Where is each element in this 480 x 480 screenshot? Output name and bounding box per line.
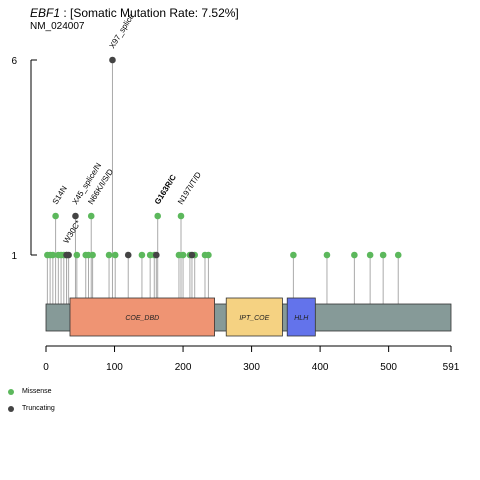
missense-dot xyxy=(351,251,358,259)
mutation-label: N197I/T/D xyxy=(176,170,203,206)
domain-ipt-coe xyxy=(225,297,283,337)
title-rate: : [Somatic Mutation Rate: 7.52%] xyxy=(60,6,239,20)
domain-label: HLH xyxy=(294,315,309,322)
missense-dot xyxy=(290,251,297,259)
domain-label: IPT_COE xyxy=(239,315,269,322)
y-tick-label: 1 xyxy=(11,251,17,262)
missense-dot xyxy=(138,251,146,259)
domain-coe-dbd xyxy=(69,297,215,337)
x-tick-label: 200 xyxy=(175,362,192,373)
missense-dot xyxy=(154,212,162,220)
missense-dot xyxy=(49,251,57,259)
x-tick-label: 300 xyxy=(243,362,260,373)
mutation-label: S14N xyxy=(51,184,69,206)
x-tick-label: 591 xyxy=(443,362,460,373)
truncating-dot xyxy=(72,212,79,220)
missense-dot xyxy=(87,212,95,220)
missense-dot xyxy=(8,388,14,395)
legend-item-missense: Missense xyxy=(8,383,55,400)
domain-hlh xyxy=(286,297,316,337)
domain-label: COE_DBD xyxy=(125,315,159,322)
missense-dot xyxy=(179,251,187,259)
truncating-dot xyxy=(188,251,196,259)
missense-dot xyxy=(205,251,212,259)
missense-dot xyxy=(111,251,119,259)
x-tick-label: 100 xyxy=(106,362,123,373)
missense-dot xyxy=(366,251,374,259)
missense-dot xyxy=(394,251,402,259)
truncating-dot xyxy=(124,251,132,259)
transcript-id: NM_024007 xyxy=(30,21,85,32)
x-tick-label: 500 xyxy=(380,362,397,373)
y-tick-label: 6 xyxy=(11,56,17,67)
gene-name: EBF1 xyxy=(30,6,61,20)
x-tick-label: 400 xyxy=(312,362,329,373)
missense-dot xyxy=(52,212,59,220)
truncating-dot xyxy=(8,405,14,412)
missense-dot xyxy=(379,251,387,259)
truncating-dot xyxy=(109,56,116,64)
mutation-label: X97_splice xyxy=(108,12,137,50)
missense-dot xyxy=(323,251,331,259)
truncating-dot xyxy=(65,251,72,259)
missense-dot xyxy=(105,251,113,259)
missense-dot xyxy=(73,251,81,259)
missense-dot xyxy=(177,212,185,220)
legend-label-missense: Missense xyxy=(22,388,52,395)
legend-label-truncating: Truncating xyxy=(22,405,55,412)
x-tick-label: 0 xyxy=(43,362,49,373)
chart-title: EBF1 : [Somatic Mutation Rate: 7.52%] xyxy=(30,6,239,20)
truncating-dot xyxy=(153,251,160,259)
legend-item-truncating: Truncating xyxy=(8,400,55,417)
mutation-label: G163R/C xyxy=(153,173,178,206)
legend: Missense Truncating xyxy=(8,383,55,417)
mutation-label: W30C* xyxy=(62,219,83,245)
missense-dot xyxy=(89,251,96,259)
